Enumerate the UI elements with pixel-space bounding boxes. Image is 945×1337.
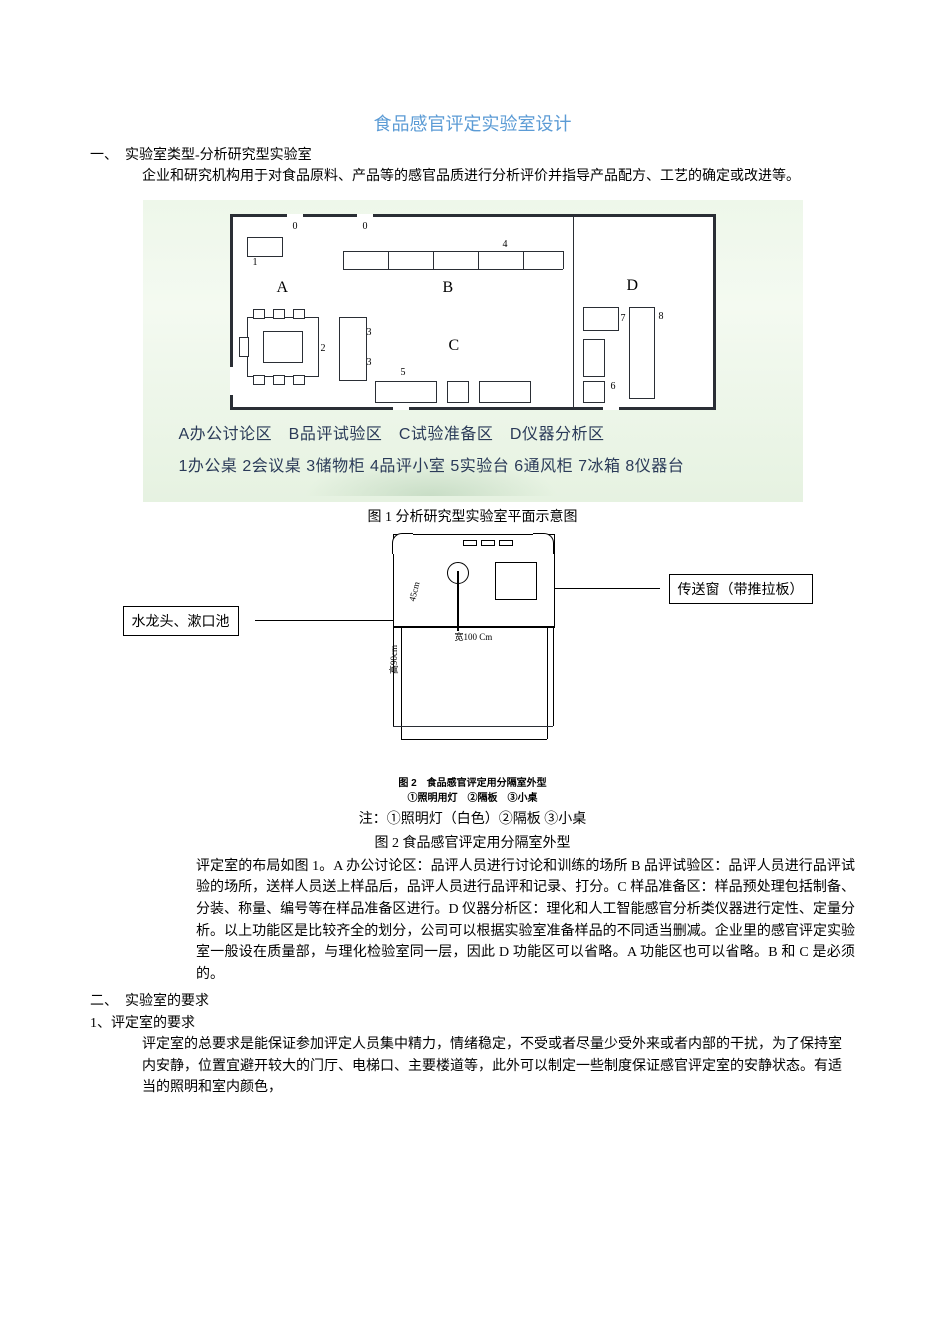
fig2-caption: 图 2 食品感官评定用分隔室外型 bbox=[90, 832, 855, 852]
fig1-legend-items: 1办公桌 2会议桌 3储物柜 4品评小室 5实验台 6通风柜 7冰箱 8仪器台 bbox=[179, 452, 785, 476]
fig2-right-label: 传送窗（带推拉板） bbox=[669, 574, 813, 604]
booth-diagram: 宽100 Cm 高90cm 45cm bbox=[393, 534, 553, 764]
area-C: C bbox=[449, 337, 460, 355]
fig1-caption: 图 1 分析研究型实验室平面示意图 bbox=[143, 506, 803, 526]
fig2-note: 注：①照明灯（白色）②隔板 ③小桌 bbox=[90, 808, 855, 828]
section-2-sub1: 1、评定室的要求 bbox=[90, 1012, 855, 1032]
section-2-para: 评定室的总要求是能保证参加评定人员集中精力，情绪稳定，不受或者尽量少受外来或者内… bbox=[90, 1034, 855, 1099]
page-title: 食品感官评定实验室设计 bbox=[90, 110, 855, 136]
section-2-head: 二、 实验室的要求 bbox=[90, 990, 855, 1010]
area-B: B bbox=[443, 279, 454, 297]
floor-plan: A B C D 0 0 1 2 3 3 4 5 6 7 8 bbox=[230, 214, 716, 410]
faucet-icon bbox=[447, 562, 469, 584]
fig1-legend-areas: A办公讨论区 B品评试验区 C试验准备区 D仪器分析区 bbox=[179, 420, 785, 444]
figure-1: A B C D 0 0 1 2 3 3 4 5 6 7 8 A办公讨论区 B品评… bbox=[143, 200, 803, 526]
area-A: A bbox=[277, 279, 289, 297]
body-para-1: 评定室的布局如图 1。A 办公讨论区：品评人员进行讨论和训练的场所 B 品评试验… bbox=[90, 856, 855, 986]
section-1-para: 企业和研究机构用于对食品原料、产品等的感官品质进行分析评价并指导产品配方、工艺的… bbox=[90, 166, 855, 188]
area-D: D bbox=[627, 277, 639, 295]
fig2-left-label: 水龙头、漱口池 bbox=[123, 606, 239, 636]
figure-2: 水龙头、漱口池 传送窗（带推拉板） 宽100 Cm 高90cm 45cm bbox=[123, 534, 823, 804]
fig2-sub-title: 图 2 食品感官评定用分隔室外型 bbox=[123, 774, 823, 789]
section-1-head: 一、 实验室类型-分析研究型实验室 bbox=[90, 144, 855, 164]
fig2-sub-items: ①照明用灯 ②隔板 ③小桌 bbox=[123, 789, 823, 804]
transfer-window bbox=[495, 562, 537, 600]
